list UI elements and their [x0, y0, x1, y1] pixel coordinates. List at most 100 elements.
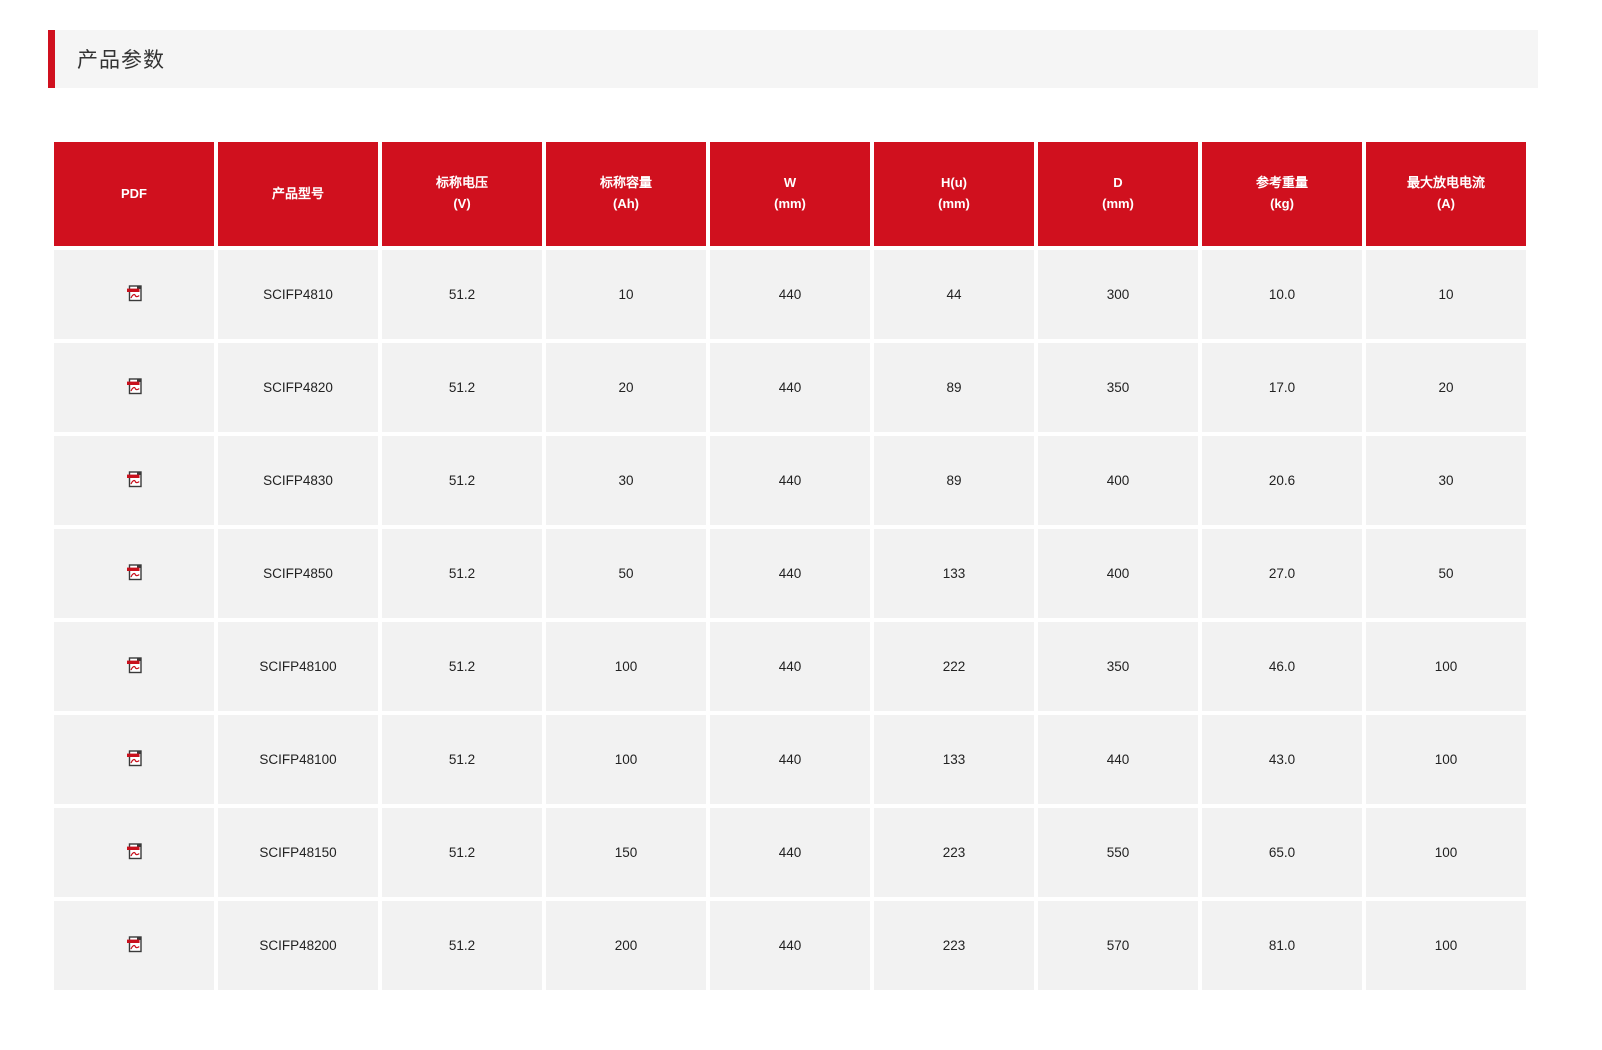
header-voltage: 标称电压 (V) [382, 142, 542, 246]
capacity-cell: 200 [546, 901, 706, 990]
pdf-download-link[interactable] [126, 935, 143, 954]
section-title-bar: 产品参数 [48, 30, 1538, 88]
model-cell: SCIFP48100 [218, 622, 378, 711]
height-cell: 133 [874, 715, 1034, 804]
width-cell: 440 [710, 715, 870, 804]
pdf-file-icon [126, 470, 142, 487]
table-row: SCIFP4810 51.2 10 440 44 300 10.0 10 [54, 250, 1526, 339]
height-cell: 223 [874, 808, 1034, 897]
pdf-download-link[interactable] [126, 749, 143, 768]
max-current-cell: 20 [1366, 343, 1526, 432]
voltage-cell: 51.2 [382, 808, 542, 897]
voltage-cell: 51.2 [382, 901, 542, 990]
pdf-download-link[interactable] [126, 842, 143, 861]
voltage-cell: 51.2 [382, 343, 542, 432]
pdf-download-link[interactable] [126, 377, 143, 396]
table-body: SCIFP4810 51.2 10 440 44 300 10.0 10 SCI… [54, 250, 1526, 990]
depth-cell: 400 [1038, 436, 1198, 525]
model-cell: SCIFP4810 [218, 250, 378, 339]
pdf-download-link[interactable] [126, 284, 143, 303]
header-model: 产品型号 [218, 142, 378, 246]
model-cell: SCIFP48200 [218, 901, 378, 990]
pdf-cell [54, 715, 214, 804]
pdf-cell [54, 436, 214, 525]
table-row: SCIFP4850 51.2 50 440 133 400 27.0 50 [54, 529, 1526, 618]
width-cell: 440 [710, 808, 870, 897]
pdf-file-icon [126, 284, 142, 301]
section-title: 产品参数 [77, 49, 165, 72]
depth-cell: 570 [1038, 901, 1198, 990]
width-cell: 440 [710, 436, 870, 525]
capacity-cell: 20 [546, 343, 706, 432]
max-current-cell: 100 [1366, 808, 1526, 897]
width-cell: 440 [710, 901, 870, 990]
pdf-cell [54, 343, 214, 432]
max-current-cell: 100 [1366, 715, 1526, 804]
pdf-file-icon [126, 377, 142, 394]
width-cell: 440 [710, 343, 870, 432]
weight-cell: 81.0 [1202, 901, 1362, 990]
table-row: SCIFP4830 51.2 30 440 89 400 20.6 30 [54, 436, 1526, 525]
voltage-cell: 51.2 [382, 250, 542, 339]
voltage-cell: 51.2 [382, 436, 542, 525]
capacity-cell: 10 [546, 250, 706, 339]
depth-cell: 350 [1038, 343, 1198, 432]
capacity-cell: 30 [546, 436, 706, 525]
voltage-cell: 51.2 [382, 715, 542, 804]
weight-cell: 43.0 [1202, 715, 1362, 804]
pdf-cell [54, 529, 214, 618]
pdf-cell [54, 808, 214, 897]
pdf-download-link[interactable] [126, 470, 143, 489]
width-cell: 440 [710, 529, 870, 618]
depth-cell: 550 [1038, 808, 1198, 897]
depth-cell: 350 [1038, 622, 1198, 711]
max-current-cell: 10 [1366, 250, 1526, 339]
depth-cell: 300 [1038, 250, 1198, 339]
max-current-cell: 100 [1366, 622, 1526, 711]
height-cell: 223 [874, 901, 1034, 990]
max-current-cell: 30 [1366, 436, 1526, 525]
model-cell: SCIFP4820 [218, 343, 378, 432]
model-cell: SCIFP4830 [218, 436, 378, 525]
table-row: SCIFP4820 51.2 20 440 89 350 17.0 20 [54, 343, 1526, 432]
width-cell: 440 [710, 250, 870, 339]
capacity-cell: 100 [546, 622, 706, 711]
weight-cell: 10.0 [1202, 250, 1362, 339]
pdf-file-icon [126, 935, 142, 952]
voltage-cell: 51.2 [382, 529, 542, 618]
max-current-cell: 100 [1366, 901, 1526, 990]
table-row: SCIFP48100 51.2 100 440 133 440 43.0 100 [54, 715, 1526, 804]
width-cell: 440 [710, 622, 870, 711]
weight-cell: 17.0 [1202, 343, 1362, 432]
header-width: W (mm) [710, 142, 870, 246]
weight-cell: 65.0 [1202, 808, 1362, 897]
voltage-cell: 51.2 [382, 622, 542, 711]
capacity-cell: 100 [546, 715, 706, 804]
capacity-cell: 50 [546, 529, 706, 618]
model-cell: SCIFP4850 [218, 529, 378, 618]
capacity-cell: 150 [546, 808, 706, 897]
pdf-file-icon [126, 842, 142, 859]
weight-cell: 27.0 [1202, 529, 1362, 618]
header-pdf: PDF [54, 142, 214, 246]
depth-cell: 440 [1038, 715, 1198, 804]
header-weight: 参考重量 (kg) [1202, 142, 1362, 246]
header-depth: D (mm) [1038, 142, 1198, 246]
depth-cell: 400 [1038, 529, 1198, 618]
table-row: SCIFP48150 51.2 150 440 223 550 65.0 100 [54, 808, 1526, 897]
pdf-download-link[interactable] [126, 563, 143, 582]
weight-cell: 20.6 [1202, 436, 1362, 525]
pdf-file-icon [126, 749, 142, 766]
pdf-file-icon [126, 656, 142, 673]
header-max-current: 最大放电电流 (A) [1366, 142, 1526, 246]
table-header-row: PDF 产品型号 标称电压 (V) 标称容量 (Ah) W (mm) [54, 142, 1526, 246]
model-cell: SCIFP48150 [218, 808, 378, 897]
pdf-cell [54, 901, 214, 990]
pdf-download-link[interactable] [126, 656, 143, 675]
product-spec-table: PDF 产品型号 标称电压 (V) 标称容量 (Ah) W (mm) [50, 138, 1530, 994]
table-row: SCIFP48100 51.2 100 440 222 350 46.0 100 [54, 622, 1526, 711]
weight-cell: 46.0 [1202, 622, 1362, 711]
height-cell: 133 [874, 529, 1034, 618]
table-row: SCIFP48200 51.2 200 440 223 570 81.0 100 [54, 901, 1526, 990]
